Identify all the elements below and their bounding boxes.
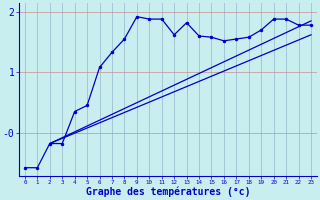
X-axis label: Graphe des températures (°c): Graphe des températures (°c)	[86, 187, 250, 197]
